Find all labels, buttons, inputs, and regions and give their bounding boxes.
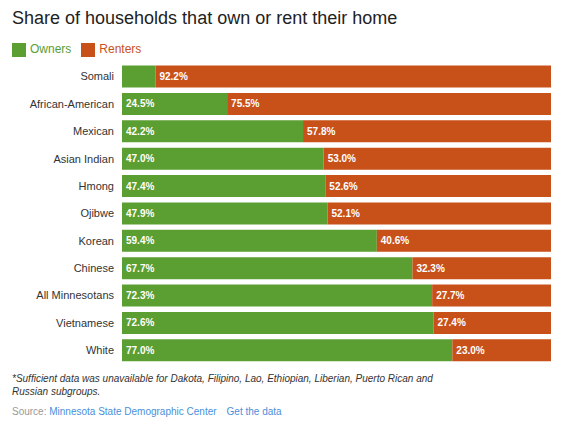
html-text:*Sufficient data was unavailab: *Sufficient data was unavailable for Dak… bbox=[12, 373, 433, 397]
svg-text:Vietnamese: Vietnamese bbox=[56, 317, 114, 329]
svg-text:47.4%: 47.4% bbox=[126, 181, 154, 192]
svg-text:72.6%: 72.6% bbox=[126, 317, 154, 328]
svg-text:40.6%: 40.6% bbox=[381, 235, 409, 246]
html-text:Share of households that own o: Share of households that own or rent the… bbox=[12, 8, 398, 28]
svg-text:27.4%: 27.4% bbox=[437, 317, 465, 328]
svg-text:32.3%: 32.3% bbox=[416, 263, 444, 274]
svg-text:Chinese: Chinese bbox=[74, 262, 114, 274]
svg-text:Somali: Somali bbox=[80, 70, 114, 82]
svg-text:Asian Indian: Asian Indian bbox=[53, 153, 114, 165]
svg-text:59.4%: 59.4% bbox=[126, 235, 154, 246]
svg-text:27.7%: 27.7% bbox=[436, 290, 464, 301]
svg-text:53.0%: 53.0% bbox=[328, 153, 356, 164]
svg-text:52.1%: 52.1% bbox=[331, 208, 359, 219]
svg-text:67.7%: 67.7% bbox=[126, 263, 154, 274]
svg-text:52.6%: 52.6% bbox=[329, 181, 357, 192]
svg-text:Ojibwe: Ojibwe bbox=[80, 207, 114, 219]
svg-text:All Minnesotans: All Minnesotans bbox=[36, 289, 114, 301]
svg-text:77.0%: 77.0% bbox=[126, 345, 154, 356]
svg-text:Hmong: Hmong bbox=[79, 180, 114, 192]
svg-text:24.5%: 24.5% bbox=[126, 98, 154, 109]
html-text:Get the data: Get the data bbox=[226, 406, 282, 417]
svg-text:White: White bbox=[86, 344, 114, 356]
svg-text:57.8%: 57.8% bbox=[307, 126, 335, 137]
svg-text:42.2%: 42.2% bbox=[126, 126, 154, 137]
svg-text:72.3%: 72.3% bbox=[126, 290, 154, 301]
svg-text:47.0%: 47.0% bbox=[126, 153, 154, 164]
html-text:Source: Minnesota State Demogr: Source: Minnesota State Demographic Cent… bbox=[12, 406, 217, 417]
html-text:Renters: Renters bbox=[99, 42, 142, 56]
svg-text:Mexican: Mexican bbox=[73, 125, 114, 137]
svg-text:Korean: Korean bbox=[79, 235, 114, 247]
svg-text:47.9%: 47.9% bbox=[126, 208, 154, 219]
html-text:Owners: Owners bbox=[30, 42, 72, 56]
svg-text:92.2%: 92.2% bbox=[159, 71, 187, 82]
svg-text:23.0%: 23.0% bbox=[456, 345, 484, 356]
svg-text:African-American: African-American bbox=[30, 98, 114, 110]
svg-text:75.5%: 75.5% bbox=[231, 98, 259, 109]
